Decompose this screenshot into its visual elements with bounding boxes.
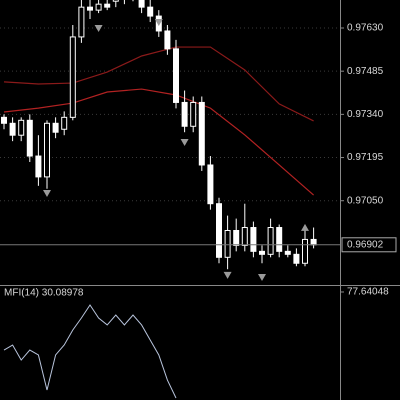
- y-tick-label: 0.97195: [347, 152, 384, 163]
- candle-body: [190, 101, 197, 127]
- indicator-tick-label: 77.64048: [347, 287, 389, 298]
- candle-body: [293, 253, 300, 264]
- current-price-box: [341, 237, 397, 253]
- fractal-arrow: [223, 271, 232, 279]
- candle-body: [1, 116, 7, 124]
- line-series: [3, 46, 314, 122]
- candle-body: [104, 3, 111, 8]
- candle-body: [35, 155, 42, 178]
- candle-body: [138, 0, 145, 8]
- current-price-label: 0.96902: [347, 239, 384, 250]
- fractal-arrow: [43, 189, 51, 197]
- candle-body: [9, 122, 16, 136]
- candle-body: [224, 230, 231, 258]
- candle-body: [276, 227, 283, 252]
- candle-body: [112, 0, 119, 2]
- y-tick-label: 0.97050: [347, 195, 384, 206]
- fractal-arrow: [154, 19, 163, 27]
- candle-body: [69, 36, 76, 118]
- fractal-arrow: [301, 223, 309, 231]
- candle-body: [78, 6, 85, 38]
- indicator-label: MFI(14) 30.08978: [4, 288, 84, 299]
- y-tick-label: 0.97485: [347, 66, 384, 77]
- candle-body: [26, 119, 33, 157]
- candle-body: [164, 30, 171, 50]
- price-panel: [0, 0, 340, 281]
- indicator-panel: [3, 304, 177, 399]
- candle-body: [198, 101, 205, 166]
- candle-body: [61, 116, 68, 130]
- candle-body: [173, 48, 179, 103]
- fractal-arrow: [258, 273, 266, 281]
- line-series: [3, 304, 177, 399]
- candle-body: [87, 6, 93, 11]
- candle-body: [302, 238, 308, 264]
- candle-body: [147, 6, 154, 17]
- candle-body: [259, 250, 265, 255]
- candle-body: [52, 122, 59, 133]
- candle-body: [250, 227, 257, 252]
- candle-body: [207, 164, 214, 205]
- candle-body: [241, 227, 248, 246]
- y-tick-label: 0.97340: [347, 109, 384, 120]
- candle-body: [181, 101, 188, 127]
- candle-body: [216, 203, 222, 258]
- candle-body: [44, 122, 50, 178]
- candle-body: [267, 227, 274, 255]
- candle-body: [95, 3, 102, 11]
- candle-body: [18, 119, 25, 136]
- fractal-arrow: [180, 139, 189, 147]
- candle-body: [284, 250, 291, 255]
- candle-body: [310, 238, 317, 246]
- line-series: [3, 88, 314, 196]
- candle-body: [233, 230, 240, 246]
- fractal-arrow: [94, 24, 103, 32]
- y-tick-label: 0.97630: [347, 23, 384, 34]
